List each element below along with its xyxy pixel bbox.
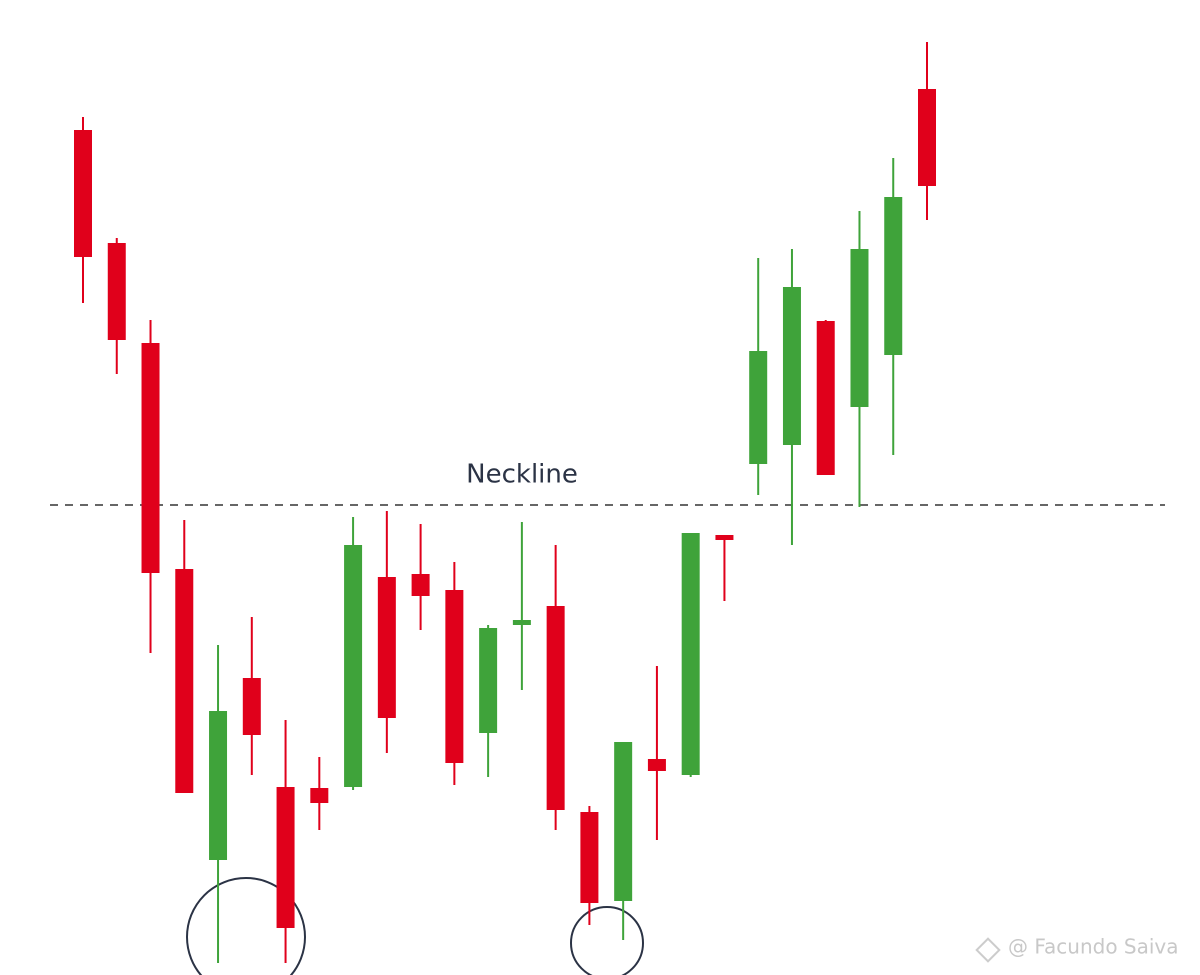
highlight-circle	[570, 906, 644, 975]
candle-body	[546, 606, 565, 810]
candle-body	[242, 678, 261, 735]
candle-body	[647, 759, 666, 771]
candle-body	[310, 788, 329, 803]
candle-body	[580, 812, 599, 903]
candle-body	[816, 321, 835, 475]
watermark-icon	[975, 937, 1001, 963]
candle-body	[74, 130, 92, 257]
candle-body	[107, 243, 126, 340]
candle-body	[479, 628, 498, 733]
candle-body	[445, 590, 464, 763]
candle-body	[344, 545, 363, 787]
candle-body	[377, 577, 396, 718]
highlight-circle	[186, 877, 306, 975]
candle-body	[918, 89, 936, 186]
candle-body	[681, 533, 700, 775]
candle-body	[141, 343, 160, 573]
candle-body	[276, 787, 295, 928]
candle-body	[715, 535, 734, 540]
candle-body	[782, 287, 801, 445]
candle-body	[512, 620, 531, 625]
neckline-label: Neckline	[466, 460, 578, 490]
candle-body	[850, 249, 869, 407]
watermark: @ Facundo Saiva	[1008, 935, 1179, 959]
candle-body	[209, 711, 228, 860]
candle-body	[749, 351, 768, 464]
candle-body	[411, 574, 430, 596]
candle-body	[884, 197, 903, 355]
candle-body	[175, 569, 194, 793]
candle-body	[614, 742, 633, 901]
